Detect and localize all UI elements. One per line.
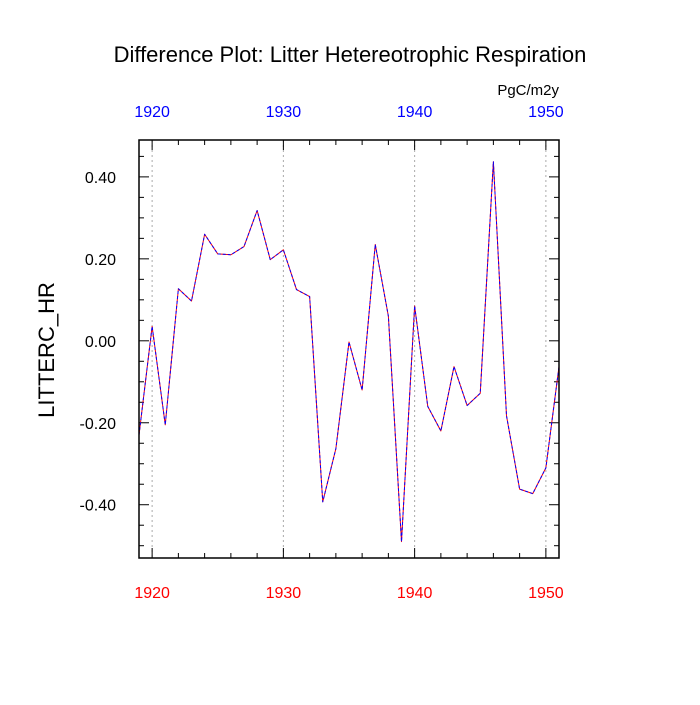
x-tick-label-bottom: 1920 [134, 585, 170, 602]
x-tick-label-top: 1940 [397, 104, 433, 121]
y-tick-label: 0.00 [85, 334, 116, 351]
data-series [139, 162, 559, 542]
y-axis-label: LITTERC_HR [34, 282, 59, 418]
y-tick-label: 0.20 [85, 252, 116, 269]
axis-ticks [139, 140, 559, 558]
x-tick-label-bottom: 1950 [528, 585, 564, 602]
y-tick-label: -0.20 [80, 416, 117, 433]
y-tick-label: 0.40 [85, 170, 116, 187]
plot-frame [139, 140, 559, 558]
units-label: PgC/m2y [497, 82, 559, 99]
x-tick-label-bottom: 1930 [266, 585, 302, 602]
x-tick-label-top: 1920 [134, 104, 170, 121]
x-tick-label-top: 1950 [528, 104, 564, 121]
x-tick-label-bottom: 1940 [397, 585, 433, 602]
series-line-blue [139, 162, 559, 542]
chart-title: Difference Plot: Litter Hetereotrophic R… [114, 42, 587, 67]
tick-labels: 1920 1920 1930 1930 1940 1940 1950 1950 0.40 0.20… [80, 104, 564, 602]
x-tick-label-top: 1930 [266, 104, 302, 121]
gridlines [152, 140, 546, 558]
y-tick-label: -0.40 [80, 498, 117, 515]
